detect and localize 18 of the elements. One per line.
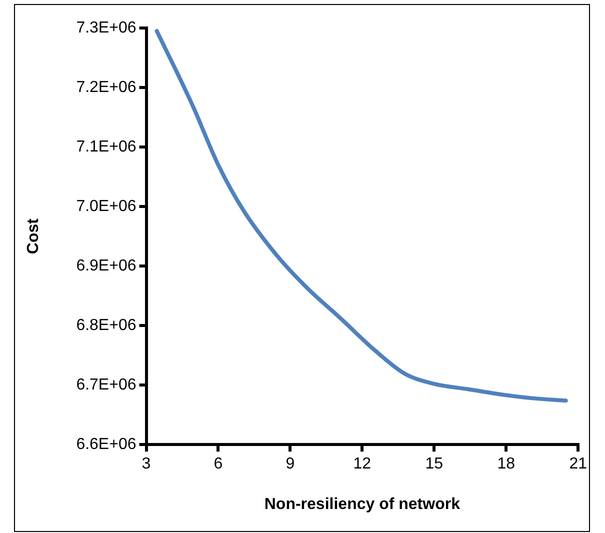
- y-tick-label: 6.6E+06: [76, 436, 136, 454]
- y-tick-label: 7.1E+06: [76, 138, 136, 156]
- y-tick-label: 6.8E+06: [76, 316, 136, 334]
- x-tick-label: 15: [425, 456, 444, 473]
- x-tick-label: 9: [286, 456, 295, 473]
- y-tick-label: 6.7E+06: [76, 376, 136, 394]
- x-tick-label: 6: [214, 456, 223, 473]
- y-tick-label: 7.0E+06: [76, 198, 136, 215]
- x-axis-title: Non-resiliency of network: [264, 496, 460, 513]
- y-tick-label: 7.2E+06: [76, 78, 136, 96]
- x-tick-label: 3: [142, 456, 151, 473]
- line-series: [154, 28, 568, 403]
- x-tick-label: 18: [497, 456, 516, 473]
- y-axis-title: Cost: [25, 218, 42, 254]
- x-tick-label: 12: [353, 456, 372, 473]
- y-tick-label: 7.3E+06: [76, 19, 136, 36]
- y-tick-label: 6.9E+06: [76, 257, 136, 274]
- x-tick-label: 21: [569, 456, 588, 473]
